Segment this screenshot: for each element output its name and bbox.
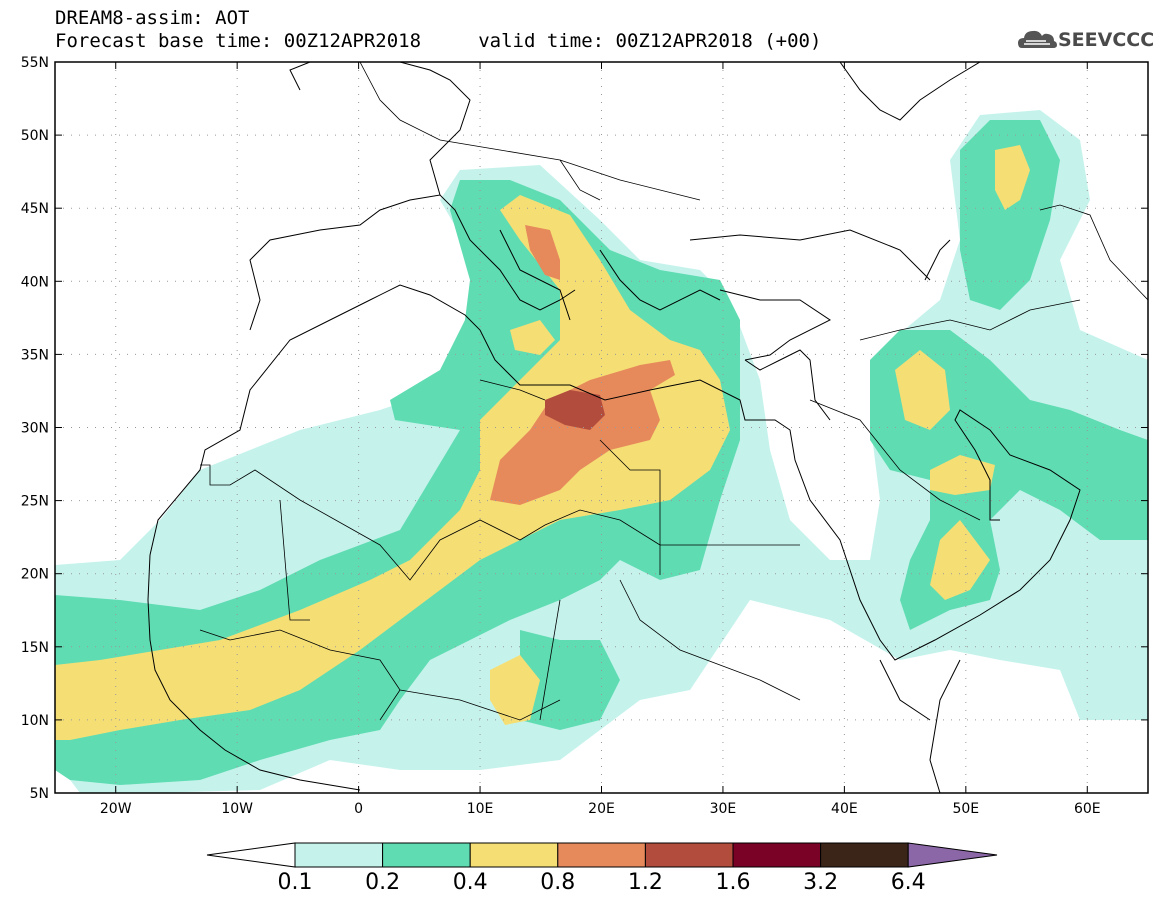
aot-level-0.8 [490, 225, 675, 505]
colorbar-label: 6.4 [890, 870, 926, 895]
coastlines [147, 62, 1081, 793]
colorbar-label: 1.2 [627, 870, 663, 895]
lon-label: 0 [354, 801, 363, 817]
colorbar-min-arrow [206, 842, 296, 868]
colorbar-label: 1.6 [715, 870, 751, 895]
colorbar-swatch [469, 842, 559, 868]
colorbar-label: 0.2 [365, 870, 401, 895]
lon-label: 10W [221, 801, 253, 817]
axis-ticks [55, 61, 1148, 794]
lat-label: 55N [21, 55, 49, 71]
lon-label: 10E [467, 801, 494, 817]
lat-label: 45N [21, 201, 49, 217]
aot-level-1.2 [545, 390, 605, 430]
colorbar-label: 0.4 [452, 870, 488, 895]
lon-label: 40E [831, 801, 858, 817]
colorbar-max-arrow [907, 842, 998, 868]
colorbar-swatch [732, 842, 822, 868]
lon-label: 20E [588, 801, 615, 817]
lat-label: 35N [21, 347, 49, 363]
seevccc-logo: SEEVCCC [1016, 24, 1156, 56]
lon-label: 50E [952, 801, 979, 817]
aot-field [55, 62, 1148, 793]
colorbar-swatch [382, 842, 471, 868]
colorbar-label: 0.8 [540, 870, 576, 895]
colorbar-label: 3.2 [803, 870, 839, 895]
colorbar-swatch [294, 842, 384, 868]
lat-label: 10N [21, 713, 49, 729]
lat-label: 30N [21, 421, 49, 437]
lat-label: 15N [21, 640, 49, 656]
colorbar-swatch [644, 842, 734, 868]
lon-label: 60E [1074, 801, 1101, 817]
aot-level-0.4 [55, 145, 1030, 740]
lon-label: 20W [100, 801, 132, 817]
lat-label: 50N [21, 128, 49, 144]
lat-label: 40N [21, 274, 49, 290]
colorbar [206, 842, 998, 868]
colorbar-swatch [820, 842, 909, 868]
map-title: DREAM8-assim: AOT [55, 7, 250, 29]
country-borders [199, 62, 1148, 721]
colorbar-swatch [557, 842, 646, 868]
forecast-time-line: Forecast base time: 00Z12APR2018 valid t… [55, 30, 822, 52]
logo-text: SEEVCCC [1058, 29, 1155, 51]
lat-label: 5N [30, 786, 49, 802]
colorbar-label: 0.1 [277, 870, 313, 895]
cloud-icon [1018, 30, 1057, 48]
lon-label: 30E [710, 801, 737, 817]
lat-label: 20N [21, 567, 49, 583]
latitude-labels: 55N 50N 45N 40N 35N 30N 25N 20N 15N 10N 5N [21, 55, 49, 802]
longitude-labels: 20W 10W 0 10E 20E 30E 40E 50E 60E [100, 801, 1101, 817]
lat-label: 25N [21, 494, 49, 510]
